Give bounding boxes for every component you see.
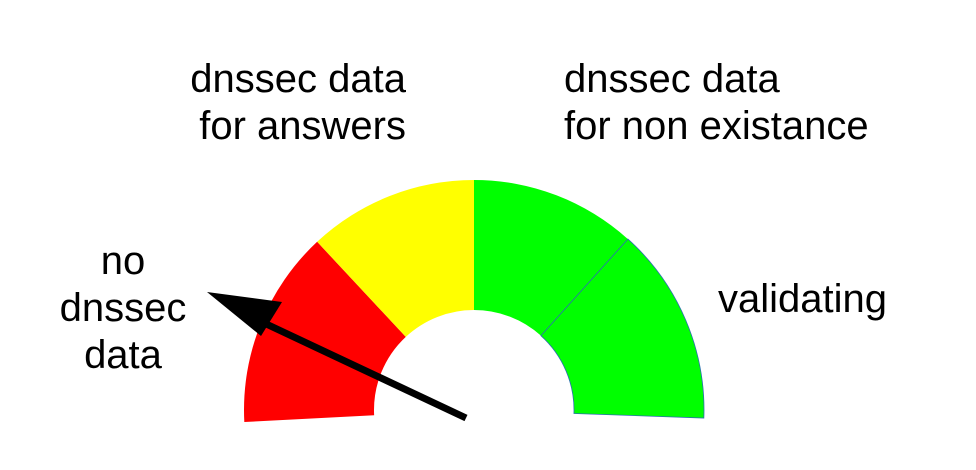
label-line: dnssec [59, 286, 187, 330]
label-line: for answers [199, 104, 406, 148]
needle-shaft [260, 318, 468, 422]
gauge-segment-3 [474, 180, 628, 336]
gauge-segment-4 [540, 238, 705, 419]
label-line: no [100, 239, 146, 283]
label-line: data [84, 333, 162, 377]
label-dnssec-data-for-non-existance: dnssec data for non existance [564, 56, 934, 150]
label-no-dnssec-data: no dnssec data [40, 238, 206, 379]
gauge-segment-1 [244, 241, 406, 423]
label-line: dnssec data [190, 57, 406, 101]
label-dnssec-data-for-answers: dnssec data for answers [156, 56, 406, 150]
label-line: for non existance [564, 104, 869, 148]
gauge-segment-2 [317, 180, 474, 337]
gauge-needle [207, 292, 468, 422]
needle-arrowhead [207, 292, 282, 336]
label-line: validating [718, 277, 888, 321]
label-validating: validating [718, 276, 938, 323]
gauge-segments [244, 180, 705, 423]
label-line: dnssec data [564, 57, 780, 101]
